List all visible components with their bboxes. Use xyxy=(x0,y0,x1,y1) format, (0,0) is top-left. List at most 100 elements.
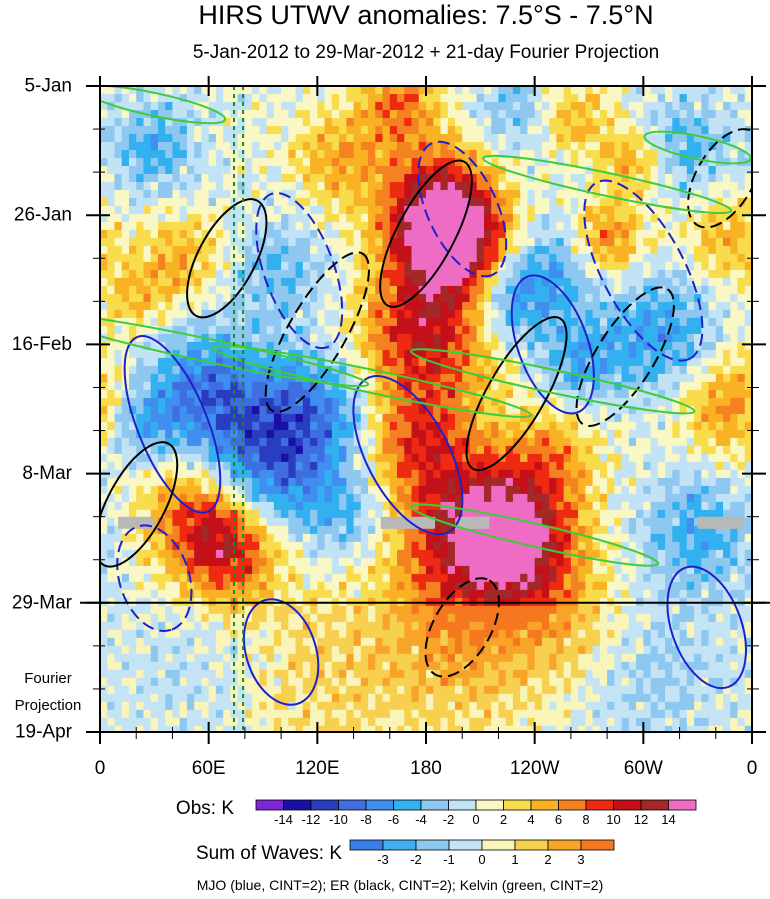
heat-cell xyxy=(339,213,347,223)
heat-cell xyxy=(288,437,297,447)
heat-cell xyxy=(389,421,398,431)
heat-cell xyxy=(346,461,355,471)
heat-cell xyxy=(266,445,275,455)
heat-cell xyxy=(100,181,108,191)
heat-cell xyxy=(201,549,210,559)
heat-cell xyxy=(244,461,253,471)
heat-cell xyxy=(397,669,405,679)
heat-cell xyxy=(259,133,268,143)
heat-cell xyxy=(433,445,442,455)
heat-cell xyxy=(375,86,384,95)
heat-cell xyxy=(368,501,376,511)
heat-cell xyxy=(107,245,116,255)
heat-cell xyxy=(527,373,536,383)
heat-cell xyxy=(498,181,507,191)
heat-cell xyxy=(483,189,492,199)
heat-cell xyxy=(462,109,471,119)
heat-cell xyxy=(324,501,333,511)
heat-cell xyxy=(353,261,362,271)
heat-cell xyxy=(346,389,355,399)
heat-cell xyxy=(121,277,130,287)
heat-cell xyxy=(454,501,463,511)
heat-cell xyxy=(317,141,326,151)
heat-cell xyxy=(353,517,362,527)
heat-cell xyxy=(179,421,188,431)
heat-cell xyxy=(186,301,195,311)
heat-cell xyxy=(107,581,116,591)
heat-cell xyxy=(527,693,536,703)
heat-cell xyxy=(469,373,478,383)
heat-cell xyxy=(107,141,116,151)
heat-cell xyxy=(483,685,492,695)
heat-cell xyxy=(512,117,521,127)
heat-cell xyxy=(462,229,471,239)
heat-cell xyxy=(505,285,514,295)
heat-cell xyxy=(418,173,427,183)
heat-cell xyxy=(186,133,195,143)
heat-cell xyxy=(237,357,246,367)
heat-cell xyxy=(353,613,362,623)
heat-cell xyxy=(186,557,195,567)
heat-cell xyxy=(382,261,391,271)
heat-cell xyxy=(483,421,492,431)
heat-cell xyxy=(281,261,289,271)
heat-cell xyxy=(339,493,347,503)
heat-cell xyxy=(382,109,391,119)
heat-cell xyxy=(447,309,456,319)
heat-cell xyxy=(100,413,108,423)
heat-cell xyxy=(440,461,449,471)
heat-cell xyxy=(462,629,471,639)
heat-cell xyxy=(534,197,543,207)
heat-cell xyxy=(266,389,275,399)
heat-cell xyxy=(143,141,152,151)
heat-cell xyxy=(433,189,442,199)
heat-cell xyxy=(223,389,231,399)
heat-cell xyxy=(339,469,347,479)
heat-cell xyxy=(404,133,413,143)
heat-cell xyxy=(136,197,145,207)
heat-cell xyxy=(389,213,398,223)
heat-cell xyxy=(346,133,355,143)
heat-cell xyxy=(527,245,536,255)
heat-cell xyxy=(310,86,318,95)
heat-cell xyxy=(114,461,123,471)
heat-cell xyxy=(389,205,398,215)
heat-cell xyxy=(375,717,384,727)
chart-subtitle: 5-Jan-2012 to 29-Mar-2012 + 21-day Fouri… xyxy=(193,42,659,63)
heat-cell xyxy=(339,269,347,279)
heat-cell xyxy=(397,125,405,135)
heat-cell xyxy=(208,549,217,559)
heat-cell xyxy=(128,557,137,567)
heat-cell xyxy=(121,501,130,511)
heat-cell xyxy=(194,86,203,95)
heat-cell xyxy=(107,429,116,439)
heat-cell xyxy=(353,469,362,479)
heat-cell xyxy=(244,102,253,111)
heat-cell xyxy=(165,637,174,647)
heat-cell xyxy=(462,189,471,199)
heat-cell xyxy=(397,86,405,95)
heat-cell xyxy=(368,325,376,335)
heat-cell xyxy=(404,453,413,463)
heat-cell xyxy=(157,453,166,463)
heat-cell xyxy=(339,693,347,703)
heat-cell xyxy=(121,717,130,727)
heat-cell xyxy=(208,461,217,471)
heat-cell xyxy=(295,213,304,223)
heat-cell xyxy=(353,573,362,583)
heat-cell xyxy=(252,301,260,311)
heat-cell xyxy=(179,533,188,543)
heat-cell xyxy=(527,677,536,687)
heat-cell xyxy=(194,141,203,151)
heat-cell xyxy=(201,717,210,727)
heat-cell xyxy=(375,581,384,591)
heat-cell xyxy=(259,365,268,375)
heat-cell xyxy=(266,269,275,279)
heat-cell xyxy=(179,397,188,407)
heat-cell xyxy=(462,125,471,135)
heat-cell xyxy=(107,469,116,479)
heat-cell xyxy=(244,669,253,679)
heat-cell xyxy=(476,581,485,591)
heat-cell xyxy=(520,245,529,255)
heat-cell xyxy=(382,277,391,287)
